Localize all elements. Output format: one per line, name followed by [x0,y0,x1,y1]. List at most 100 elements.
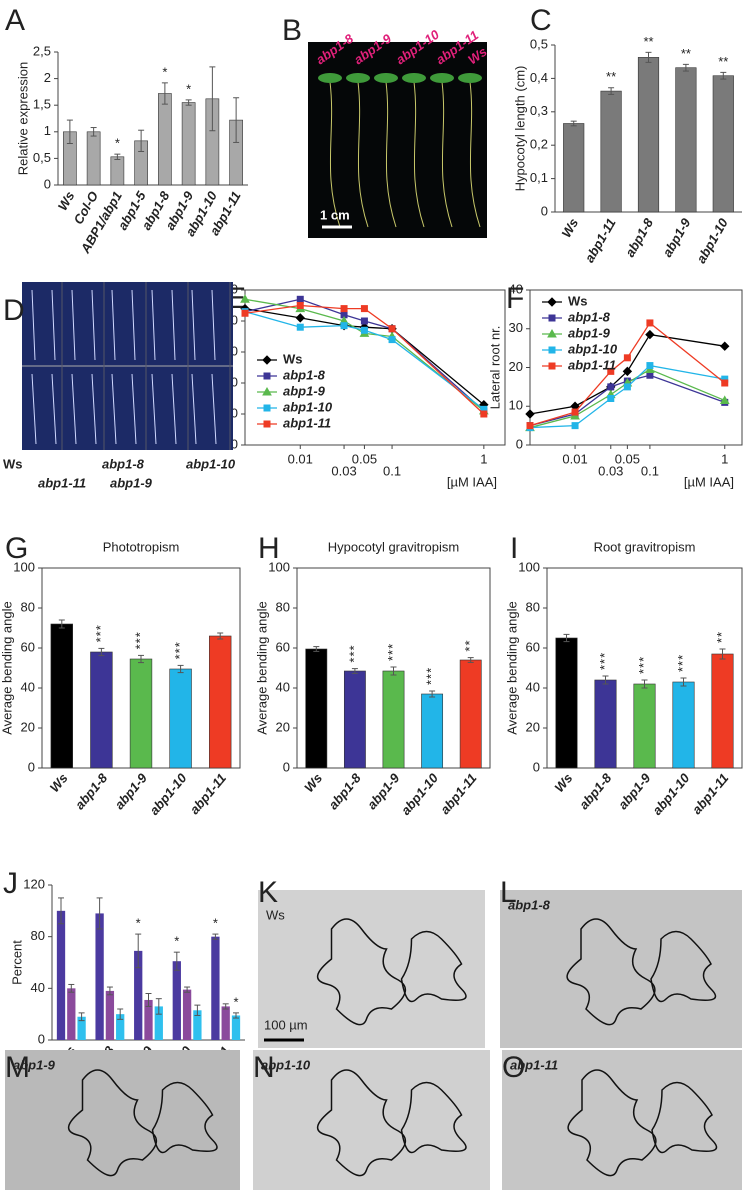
marker [720,341,730,351]
image [258,890,485,1048]
x-tick-label: abp1-11 [437,770,479,817]
bar [154,1006,163,1040]
panel-letter: K [258,876,278,909]
marker [296,295,304,303]
panel-letter: F [506,282,524,315]
y-tick-label: 0,1 [530,170,548,185]
error-bar [98,647,105,657]
seedling-root [329,81,341,228]
error-bar [608,87,615,95]
bar [343,670,366,769]
y-tick-label: 80 [276,599,290,614]
seedling-root [469,81,481,228]
bar [182,989,192,1040]
seedling-root [31,373,37,445]
bar [158,93,172,186]
chart-title: Hypocotyl gravitropism [328,539,460,554]
marker [263,404,271,412]
marker [607,367,615,375]
significance: *** [346,644,361,662]
seedling-root [131,289,136,361]
seedling-root [51,289,56,361]
scale-bar-label: 1 cm [320,207,350,222]
error-bar [173,951,180,971]
marker [645,329,655,340]
y-tick-label: 100 [518,559,540,574]
seedling-root [111,373,117,445]
marker [360,305,368,313]
error-bar [313,646,320,652]
line [529,321,726,427]
y-tick-label: 0 [44,176,51,191]
bar [67,988,76,1040]
y-tick-label: 0 [516,436,523,451]
significance: *** [132,631,147,649]
marker [296,302,304,309]
marker [548,314,556,322]
error-bar [185,99,192,106]
y-tick-label: 0,3 [530,103,548,118]
error-bar [177,664,184,674]
error-bar [194,1004,201,1016]
y-tick-label: 80 [31,928,45,943]
error-bar [138,129,145,152]
error-bar [58,897,65,925]
error-bar [720,71,727,80]
error-bar [467,657,474,663]
x-tick-label: abp1-8 [325,770,364,812]
x-tick-label: 0.03 [331,463,356,478]
x-tick-label: abp1-9 [615,770,654,812]
y-tick-label: 2 [44,70,51,85]
image-label: abp1-11 [510,1057,558,1072]
y-axis-label: Average bending angle [0,601,14,735]
y-axis-label: Average bending angle [504,601,519,735]
significance: *** [424,667,439,685]
image [253,1050,490,1190]
y-tick-label: 2,5 [33,43,51,58]
line [244,304,485,415]
marker [571,422,579,430]
panel-letter: C [530,4,552,37]
bar [594,679,617,769]
marker [241,309,249,317]
panel-letter: N [253,1051,275,1084]
marker [721,379,729,387]
x-tick-label: abp1-11 [187,770,229,817]
y-tick-label: 60 [276,639,290,654]
y-tick-label: 1,5 [33,97,51,112]
marker [360,326,368,334]
error-bar [78,1012,85,1022]
error-bar [117,1008,124,1020]
significance: * [186,81,191,96]
y-tick-label: 20 [526,719,540,734]
significance: ** [714,631,729,643]
cell-outline [567,1069,657,1177]
line [244,311,485,410]
significance: *** [636,656,651,674]
image-label: abp1-11 [38,475,86,490]
y-axis-label: Percent [9,940,24,985]
line [244,298,485,412]
legend-label: abp1-9 [283,383,326,398]
y-axis-label: Relative expression [15,62,30,175]
seedling-root [171,289,176,361]
y-tick-label: 20 [21,719,35,734]
significance: * [174,934,179,949]
significance: *** [385,643,400,661]
x-tick-label: 0.01 [562,451,587,466]
legend-label: abp1-10 [568,341,618,356]
y-tick-label: 0,2 [530,137,548,152]
legend-label: Ws [568,293,588,308]
bar [90,651,113,769]
x-tick-label: abp1-11 [582,216,619,265]
panel-letter: B [282,14,302,47]
error-bar [232,1012,239,1019]
y-tick-label: 1 [44,123,51,138]
panel-letter: A [5,4,25,37]
marker [719,395,730,404]
y-tick-label: 80 [21,599,35,614]
significance: ** [462,639,477,651]
line [244,307,485,406]
marker [262,355,272,365]
marker [526,422,534,430]
